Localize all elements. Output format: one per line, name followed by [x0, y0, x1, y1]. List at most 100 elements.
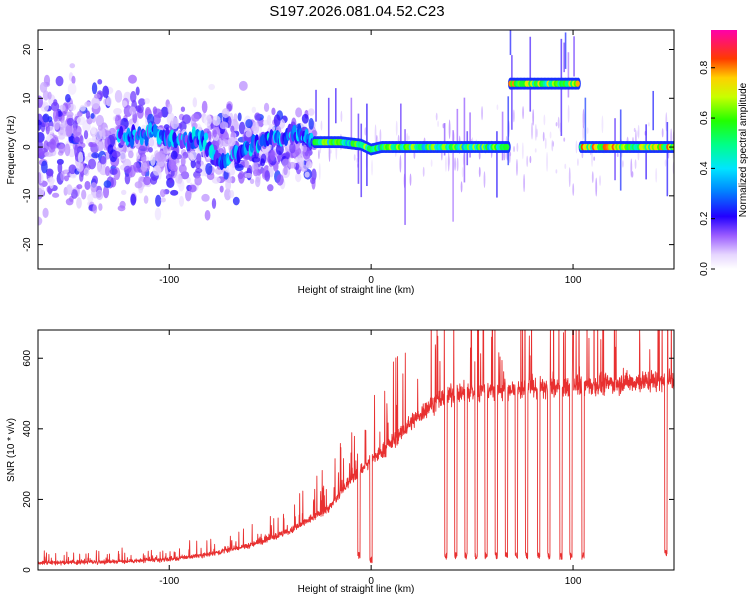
noise-blob: [84, 180, 91, 190]
trace-whisker: [507, 96, 510, 166]
noise-blob: [152, 138, 158, 150]
noise-streak: [591, 171, 594, 184]
noise-streak: [616, 152, 619, 158]
noise-streak: [564, 163, 567, 170]
noise-streak: [435, 112, 438, 121]
spectrogram-y-ticks: -20 -10 0 10 20: [22, 44, 674, 252]
noise-blob: [143, 176, 151, 186]
noise-blob: [152, 165, 162, 176]
noise-streak: [549, 131, 552, 139]
noise-blob: [92, 204, 98, 214]
noise-blob: [88, 158, 97, 170]
noise-blob: [97, 79, 103, 85]
noise-blob: [295, 107, 303, 118]
noise-blob: [273, 114, 281, 127]
noise-blob: [260, 158, 265, 167]
noise-blob: [96, 162, 102, 173]
noise-blob: [264, 170, 271, 182]
noise-blob: [140, 153, 147, 163]
noise-blob: [285, 151, 290, 160]
noise-streak: [513, 145, 515, 153]
x-tick-label: -100: [159, 275, 179, 286]
noise-blob: [253, 169, 259, 177]
noise-blob: [134, 181, 143, 189]
noise-blob: [185, 189, 192, 202]
noise-blob: [57, 129, 67, 137]
noise-blob: [137, 145, 146, 156]
noise-streak: [340, 110, 343, 123]
spectrogram-frame: [37, 29, 675, 270]
noise-streak: [454, 157, 456, 171]
trace-whisker: [666, 122, 669, 197]
noise-blob: [52, 108, 59, 122]
noise-blob: [58, 143, 66, 154]
noise-streak: [534, 124, 537, 141]
noise-streak: [577, 158, 579, 166]
noise-blob: [40, 122, 46, 133]
noise-streak: [563, 137, 566, 142]
noise-blob: [267, 184, 274, 192]
noise-streak: [481, 106, 483, 121]
noise-streak: [503, 151, 506, 161]
noise-blob: [138, 98, 146, 106]
noise-blob: [89, 142, 97, 148]
noise-blob: [246, 164, 253, 176]
noise-blob: [212, 115, 221, 126]
noise-blob: [140, 161, 148, 172]
noise-blob: [219, 185, 224, 193]
noise-blob: [67, 83, 77, 95]
noise-blob: [245, 130, 252, 138]
noise-blob: [128, 150, 134, 159]
noise-blob: [188, 184, 197, 193]
colorbar-tick-label: 0.4: [699, 161, 710, 175]
noise-blob: [72, 136, 80, 144]
noise-streak: [456, 157, 459, 172]
noise-blob: [234, 163, 244, 172]
noise-streak: [634, 159, 637, 170]
noise-blob: [44, 151, 54, 157]
noise-blob: [95, 189, 104, 201]
noise-blob: [310, 177, 316, 185]
figure-title: S197.2026.081.04.52.C23: [269, 3, 444, 20]
trace-whisker: [404, 129, 406, 225]
spectrogram-blobs: [38, 30, 674, 226]
noise-streak: [664, 159, 667, 167]
snr-frame: [37, 329, 675, 571]
noise-blob: [180, 106, 186, 112]
y-tick-label: 10: [22, 92, 33, 104]
noise-blob: [76, 197, 82, 209]
noise-blob: [252, 121, 260, 135]
noise-blob: [224, 188, 232, 201]
noise-blob: [57, 134, 66, 140]
spectrogram-x-axis-label: Height of straight line (km): [298, 285, 415, 296]
noise-blob: [148, 146, 153, 153]
noise-streak: [555, 169, 558, 174]
noise-blob: [66, 117, 75, 126]
noise-streak: [320, 120, 323, 131]
noise-blob: [42, 90, 49, 101]
noise-blob: [38, 95, 44, 108]
noise-blob: [70, 189, 78, 199]
noise-streak: [353, 154, 356, 161]
noise-blob: [178, 195, 185, 207]
noise-streak: [516, 158, 518, 176]
trace-whisker: [511, 55, 513, 130]
noise-streak: [531, 122, 533, 140]
noise-blob: [295, 156, 303, 162]
noise-streak: [575, 140, 578, 154]
noise-blob: [178, 164, 187, 174]
noise-blob: [128, 74, 137, 84]
noise-streak: [529, 155, 532, 164]
noise-blob: [69, 63, 76, 69]
noise-blob: [149, 137, 155, 147]
noise-blob: [133, 161, 140, 172]
trace-whisker: [452, 130, 454, 222]
noise-streak: [543, 114, 546, 126]
noise-blob: [92, 134, 97, 142]
noise-blob: [91, 96, 101, 110]
noise-blob: [150, 154, 156, 166]
trace-whisker: [327, 97, 330, 140]
noise-blob: [60, 170, 65, 181]
